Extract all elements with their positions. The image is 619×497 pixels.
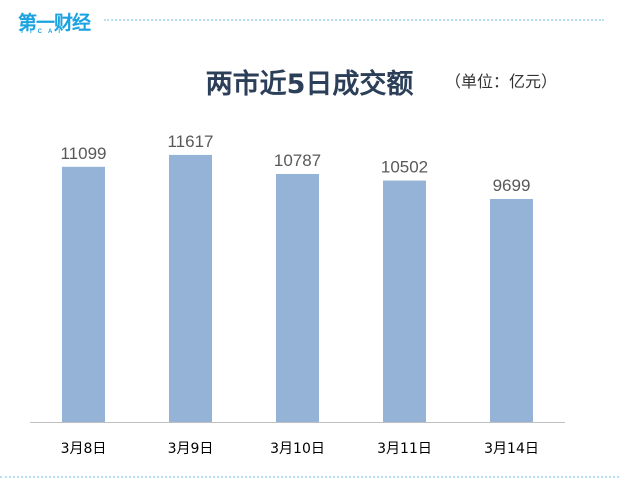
data-label-2: 10787 <box>274 151 321 170</box>
unit-label: （单位：亿元） <box>444 72 557 91</box>
bar-0 <box>62 166 105 422</box>
logo-subtext: YICAI <box>20 29 67 35</box>
yicai-logo: 第一财经 YICAI <box>18 8 100 40</box>
bar-3 <box>383 180 426 422</box>
data-label-3: 10502 <box>381 158 428 177</box>
bar-4 <box>490 198 533 422</box>
bar-2 <box>276 173 319 422</box>
x-tick-label-3: 3月11日 <box>377 441 432 457</box>
bar-1 <box>169 154 212 423</box>
top-dotted-divider <box>104 19 604 21</box>
chart-title: 两市近5日成交额 <box>205 69 414 100</box>
x-tick-label-2: 3月10日 <box>270 441 325 457</box>
x-tick-label-1: 3月9日 <box>168 441 214 457</box>
data-label-1: 11617 <box>167 132 213 151</box>
data-label-0: 11099 <box>60 144 106 163</box>
bottom-dotted-divider <box>0 476 619 478</box>
logo-text: 第一财经 <box>18 12 91 34</box>
x-tick-label-4: 3月14日 <box>484 441 539 457</box>
x-tick-label-0: 3月8日 <box>61 441 107 457</box>
data-label-4: 9699 <box>493 176 531 195</box>
